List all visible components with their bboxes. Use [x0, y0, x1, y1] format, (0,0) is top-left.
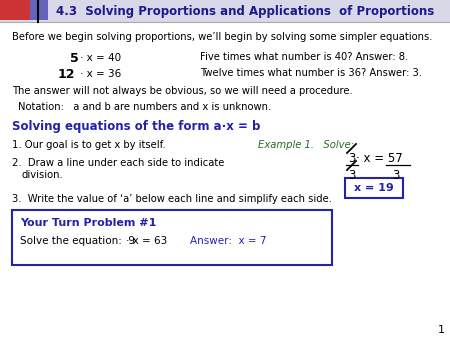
- Text: 3: 3: [348, 169, 356, 182]
- Text: x = 19: x = 19: [354, 183, 394, 193]
- Text: Example 1.   Solve:: Example 1. Solve:: [258, 140, 354, 150]
- Text: 4.3  Solving Proportions and Applications  of Proportions: 4.3 Solving Proportions and Applications…: [56, 4, 434, 18]
- Text: Twelve times what number is 36? Answer: 3.: Twelve times what number is 36? Answer: …: [200, 68, 422, 78]
- Text: · x = 40: · x = 40: [80, 53, 121, 63]
- Text: Solve the equation:  9: Solve the equation: 9: [20, 236, 135, 246]
- Bar: [0, 0, 450, 22]
- Text: Notation:   a and b are numbers and x is unknown.: Notation: a and b are numbers and x is u…: [18, 102, 271, 112]
- Text: Solving equations of the form a·x = b: Solving equations of the form a·x = b: [12, 120, 261, 133]
- Text: · x = 57: · x = 57: [356, 152, 403, 165]
- Text: 1. Our goal is to get x by itself.: 1. Our goal is to get x by itself.: [12, 140, 166, 150]
- Text: 2.  Draw a line under each side to indicate: 2. Draw a line under each side to indica…: [12, 158, 225, 168]
- Text: 1: 1: [438, 325, 445, 335]
- Text: · x = 36: · x = 36: [80, 69, 121, 79]
- Text: 3: 3: [348, 152, 356, 165]
- Text: 5: 5: [70, 52, 79, 65]
- Bar: [0, 0, 30, 20]
- Bar: [8, 0, 48, 20]
- Bar: [12, 210, 332, 265]
- Text: · x = 63: · x = 63: [126, 236, 167, 246]
- Text: Five times what number is 40? Answer: 8.: Five times what number is 40? Answer: 8.: [200, 52, 408, 62]
- Text: 12: 12: [58, 68, 76, 81]
- Text: Your Turn Problem #1: Your Turn Problem #1: [20, 218, 157, 228]
- Text: division.: division.: [22, 170, 64, 180]
- Text: The answer will not always be obvious, so we will need a procedure.: The answer will not always be obvious, s…: [12, 86, 353, 96]
- Text: 3: 3: [392, 169, 400, 182]
- Text: Answer:  x = 7: Answer: x = 7: [190, 236, 266, 246]
- Text: 3.  Write the value of ‘a’ below each line and simplify each side.: 3. Write the value of ‘a’ below each lin…: [12, 194, 332, 204]
- Bar: [345, 178, 403, 198]
- Text: Before we begin solving proportions, we’ll begin by solving some simpler equatio: Before we begin solving proportions, we’…: [12, 32, 432, 42]
